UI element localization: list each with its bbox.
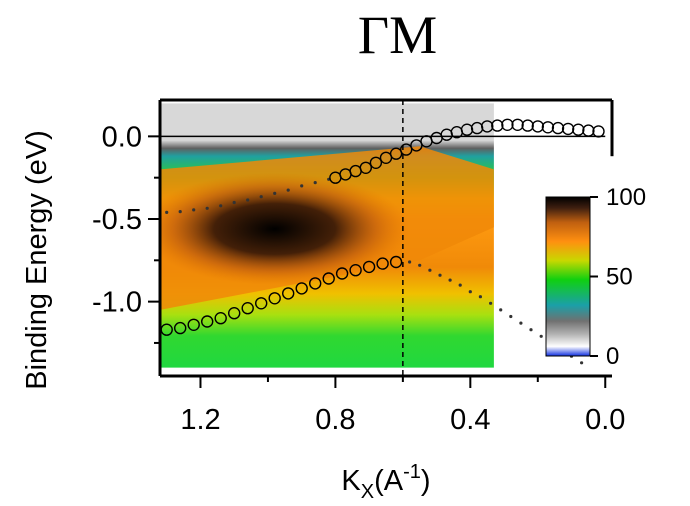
data-point-series-0-17 <box>389 255 403 269</box>
data-point-series-2-9 <box>286 188 290 192</box>
x-tick-label: 0.4 <box>450 404 490 436</box>
data-point-series-0-6 <box>241 302 254 315</box>
data-point-series-1-12 <box>529 328 533 332</box>
data-point-series-1-11 <box>519 321 523 325</box>
data-point-series-2-10 <box>300 184 304 188</box>
x-axis-label-main: K <box>341 465 361 497</box>
data-point-series-0-9 <box>282 287 295 300</box>
x-axis-ticks: 1.2 0.8 0.4 0.0 <box>180 376 625 436</box>
x-axis-label: KX(A-1) <box>341 461 430 503</box>
y-tick-label: 0.0 <box>102 121 142 153</box>
colorbar-gradient <box>545 196 591 357</box>
data-point-series-3-19 <box>521 119 534 132</box>
data-point-series-1-13 <box>539 334 543 338</box>
data-point-series-0-2 <box>187 318 200 331</box>
x-axis-label-subscript: X <box>361 481 374 503</box>
data-point-series-2-7 <box>259 195 263 199</box>
data-point-series-3-7 <box>400 143 413 156</box>
heatmap-image <box>160 103 494 368</box>
data-point-series-3-20 <box>531 120 544 133</box>
data-point-series-3-21 <box>541 121 555 134</box>
data-point-series-1-3 <box>438 273 442 277</box>
y-tick-label: -1.0 <box>92 287 142 319</box>
data-point-series-1-8 <box>489 301 493 305</box>
data-point-series-3-22 <box>551 121 565 135</box>
data-point-series-2-8 <box>273 191 277 195</box>
data-point-series-2-11 <box>313 181 317 185</box>
data-point-series-3-4 <box>369 156 383 170</box>
data-point-series-2-0 <box>165 210 169 214</box>
colorbar-tick-label: 50 <box>606 264 633 291</box>
data-point-series-2-1 <box>178 210 182 214</box>
data-point-series-0-3 <box>200 315 214 328</box>
axes <box>158 98 614 378</box>
data-point-series-1-5 <box>458 283 462 287</box>
data-point-series-2-4 <box>219 204 223 208</box>
data-point-series-2-2 <box>192 208 196 212</box>
data-point-series-0-14 <box>349 264 362 277</box>
x-tick-label: 0.0 <box>585 404 625 436</box>
colorbar-tick-label: 100 <box>606 184 646 211</box>
data-point-series-3-18 <box>511 118 524 132</box>
data-point-series-1-4 <box>448 278 452 282</box>
data-point-series-3-24 <box>572 123 585 136</box>
y-tick-label: -0.5 <box>92 204 142 236</box>
data-point-series-1-6 <box>468 290 472 294</box>
data-point-series-3-25 <box>582 124 595 137</box>
data-point-series-1-0 <box>408 260 412 264</box>
data-point-series-1-2 <box>428 268 432 272</box>
data-point-series-0-10 <box>295 282 308 295</box>
data-point-series-0-15 <box>362 260 376 274</box>
data-point-series-0-12 <box>322 272 335 285</box>
data-point-series-2-3 <box>205 206 209 210</box>
data-point-series-0-13 <box>335 267 349 280</box>
y-axis-ticks: 0.0 -0.5 -1.0 <box>92 121 160 344</box>
data-point-series-3-26 <box>592 125 605 138</box>
y-axis-label: Binding Energy (eV) <box>21 130 53 390</box>
data-point-series-1-7 <box>478 295 482 299</box>
data-point-series-0-4 <box>214 312 227 325</box>
colorbar-ticks: 100 50 0 <box>590 184 646 370</box>
data-point-series-2-6 <box>246 198 250 202</box>
x-tick-label: 1.2 <box>180 404 220 436</box>
colorbar: 100 50 0 <box>545 184 646 370</box>
page-title: ΓM <box>357 5 438 65</box>
data-point-series-3-17 <box>501 118 514 132</box>
data-point-series-1-17 <box>580 361 584 365</box>
data-point-series-3-3 <box>359 161 372 175</box>
x-axis-label-unit-open: (A <box>374 465 404 497</box>
data-point-series-0-7 <box>255 297 268 310</box>
data-point-series-3-15 <box>481 120 494 133</box>
data-point-series-0-5 <box>227 307 241 320</box>
data-point-series-1-9 <box>499 308 503 312</box>
x-axis-label-superscript: -1 <box>403 461 421 483</box>
band-dispersion-points <box>160 118 605 365</box>
data-point-series-0-8 <box>268 292 281 305</box>
data-point-series-1-10 <box>509 314 513 319</box>
heatmap-intensity-maximum <box>160 172 410 286</box>
data-point-series-0-1 <box>173 321 187 335</box>
x-tick-label: 0.8 <box>315 404 355 436</box>
data-point-series-0-11 <box>309 277 322 290</box>
colorbar-tick-label: 0 <box>606 343 619 370</box>
data-point-series-0-16 <box>376 257 389 270</box>
data-point-series-1-1 <box>418 263 422 267</box>
data-point-series-3-16 <box>491 119 504 132</box>
data-point-series-2-5 <box>232 200 236 205</box>
data-point-series-3-23 <box>561 122 575 136</box>
x-axis-label-unit-close: ) <box>421 465 431 497</box>
